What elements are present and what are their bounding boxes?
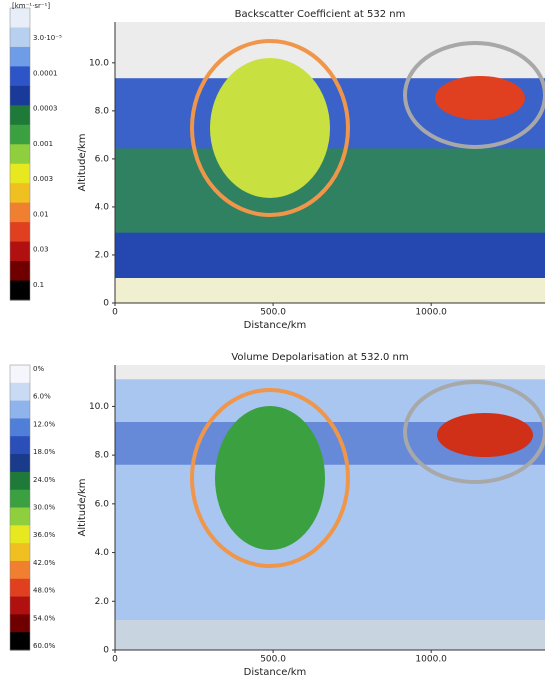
y-tick-label: 4.0 xyxy=(95,202,110,212)
colorbar-label: 0.0001 xyxy=(33,69,58,77)
colorbar-segment xyxy=(10,281,30,301)
field xyxy=(115,148,545,232)
colorbar-segment xyxy=(10,543,30,561)
colorbar-label: 18.0% xyxy=(33,448,56,456)
colorbar-segment xyxy=(10,614,30,632)
colorbar-segment xyxy=(10,222,30,242)
colorbar-segment xyxy=(10,27,30,47)
colorbar-segment xyxy=(10,561,30,579)
field xyxy=(437,413,533,457)
colorbar-label: 0.001 xyxy=(33,140,53,148)
y-axis-label: Altitude/km xyxy=(77,479,88,537)
colorbar-segment xyxy=(10,436,30,454)
y-tick-label: 8.0 xyxy=(95,451,110,461)
x-tick-label: 1000.0 xyxy=(415,655,447,665)
x-tick-label: 1000.0 xyxy=(415,308,447,318)
colorbar-label: 3.0·10⁻⁵ xyxy=(33,34,62,42)
colorbar-label: 0% xyxy=(33,365,44,373)
field xyxy=(210,58,330,198)
field xyxy=(115,620,545,650)
colorbar-segment xyxy=(10,47,30,67)
colorbar-segment xyxy=(10,597,30,615)
y-tick-label: 0 xyxy=(103,646,109,656)
colorbar-segment xyxy=(10,105,30,125)
colorbar-segment xyxy=(10,579,30,597)
colorbar-segment xyxy=(10,508,30,526)
colorbar-label: 48.0% xyxy=(33,587,56,595)
colorbar-segment xyxy=(10,86,30,106)
colorbar-segment xyxy=(10,183,30,203)
x-tick-label: 0 xyxy=(112,655,118,665)
field xyxy=(115,278,545,303)
chart-title: Backscatter Coefficient at 532 nm xyxy=(235,9,406,20)
field xyxy=(215,406,325,550)
colorbar-segment xyxy=(10,632,30,650)
colorbar-segment xyxy=(10,66,30,86)
x-axis-label: Distance/km xyxy=(244,320,307,331)
x-tick-label: 0 xyxy=(112,308,118,318)
y-tick-label: 10.0 xyxy=(89,58,109,68)
colorbar-label: 24.0% xyxy=(33,476,56,484)
colorbar-segment xyxy=(10,242,30,262)
colorbar-segment xyxy=(10,365,30,383)
colorbar-segment xyxy=(10,164,30,184)
x-tick-label: 500.0 xyxy=(260,655,286,665)
x-tick-label: 500.0 xyxy=(260,308,286,318)
colorbar-unit: [km⁻¹·sr⁻¹] xyxy=(12,2,50,10)
field xyxy=(115,233,545,284)
y-tick-label: 6.0 xyxy=(95,154,110,164)
colorbar-label: 42.0% xyxy=(33,559,56,567)
colorbar-segment xyxy=(10,472,30,490)
y-axis-label: Altitude/km xyxy=(77,134,88,192)
colorbar-segment xyxy=(10,454,30,472)
colorbar-label: 0.1 xyxy=(33,281,44,289)
colorbar-label: 0.01 xyxy=(33,210,49,218)
colorbar-label: 60.0% xyxy=(33,642,56,650)
colorbar-segment xyxy=(10,383,30,401)
y-tick-label: 0 xyxy=(103,299,109,309)
colorbar-label: 0.03 xyxy=(33,246,49,254)
colorbar-segment xyxy=(10,203,30,223)
y-tick-label: 2.0 xyxy=(95,597,110,607)
colorbar-segment xyxy=(10,8,30,28)
colorbar-label: 12.0% xyxy=(33,420,56,428)
y-tick-label: 8.0 xyxy=(95,106,110,116)
colorbar-label: 54.0% xyxy=(33,614,56,622)
colorbar-segment xyxy=(10,401,30,419)
y-tick-label: 4.0 xyxy=(95,548,110,558)
colorbar-label: 36.0% xyxy=(33,531,56,539)
colorbar-segment xyxy=(10,525,30,543)
y-tick-label: 2.0 xyxy=(95,250,110,260)
colorbar-segment xyxy=(10,125,30,145)
colorbar-segment xyxy=(10,144,30,164)
colorbar-segment xyxy=(10,418,30,436)
field xyxy=(435,76,525,120)
colorbar-segment xyxy=(10,490,30,508)
y-tick-label: 10.0 xyxy=(89,402,109,412)
colorbar-label: 30.0% xyxy=(33,504,56,512)
colorbar-segment xyxy=(10,261,30,281)
colorbar-label: 0.0003 xyxy=(33,105,58,113)
colorbar-label: 0.003 xyxy=(33,175,53,183)
figure: Backscatter Coefficient at 532 nm Distanc… xyxy=(0,0,545,675)
colorbar-label: 6.0% xyxy=(33,393,51,401)
chart-title: Volume Depolarisation at 532.0 nm xyxy=(231,352,408,363)
x-axis-label: Distance/km xyxy=(244,667,307,675)
y-tick-label: 6.0 xyxy=(95,499,110,509)
